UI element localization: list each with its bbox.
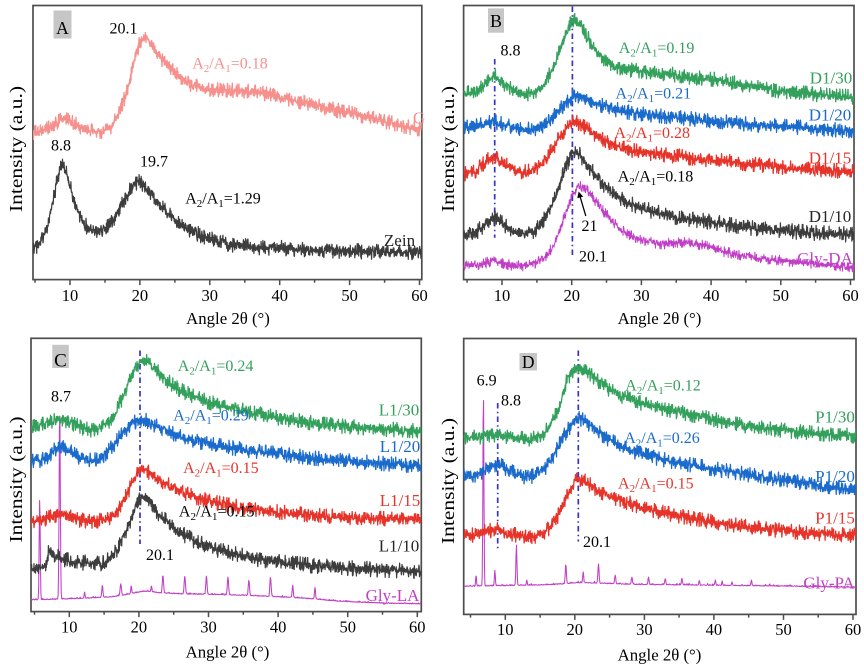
svg-text:A2/A1=0.18: A2/A1=0.18 [192,56,268,76]
svg-text:D1/15: D1/15 [809,149,852,168]
svg-text:L1/15: L1/15 [380,491,421,510]
svg-text:Intensity (a.u.): Intensity (a.u.) [8,86,27,212]
svg-text:20.1: 20.1 [579,249,607,266]
svg-text:8.7: 8.7 [51,389,71,406]
svg-text:50: 50 [773,286,790,305]
svg-text:50: 50 [775,620,792,639]
svg-text:40: 40 [706,620,723,639]
svg-text:D1/10: D1/10 [809,207,852,226]
svg-text:Gly-LA: Gly-LA [366,586,421,605]
svg-text:20.1: 20.1 [583,534,611,551]
svg-text:60: 60 [409,618,426,637]
svg-text:Angle 2θ (°): Angle 2θ (°) [186,643,270,662]
svg-text:G: G [413,109,425,128]
svg-text:60: 60 [411,286,428,305]
svg-text:20: 20 [132,286,149,305]
svg-text:6.9: 6.9 [477,373,497,390]
svg-text:D: D [522,352,535,372]
svg-text:Angle 2θ (°): Angle 2θ (°) [618,646,702,665]
svg-text:8.8: 8.8 [51,138,71,155]
svg-text:B: B [490,11,502,31]
svg-text:A2/A1=0.18: A2/A1=0.18 [618,169,694,189]
svg-text:C: C [54,350,67,371]
svg-text:60: 60 [845,620,862,639]
svg-text:10: 10 [497,620,514,639]
svg-text:P1/30: P1/30 [815,408,855,427]
svg-text:Intensity (a.u.): Intensity (a.u.) [8,416,27,542]
svg-text:A2/A1=0.28: A2/A1=0.28 [614,125,690,145]
svg-text:30: 30 [636,620,653,639]
svg-text:L1/10: L1/10 [379,537,420,556]
svg-text:Intensity (a.u.): Intensity (a.u.) [440,418,459,544]
svg-text:D1/20: D1/20 [809,106,852,125]
svg-text:40: 40 [271,286,288,305]
svg-text:50: 50 [341,286,358,305]
svg-text:Angle 2θ (°): Angle 2θ (°) [618,309,702,328]
svg-text:A2/A1=0.19: A2/A1=0.19 [619,40,695,60]
svg-text:20: 20 [563,286,580,305]
svg-text:A2/A1=0.21: A2/A1=0.21 [616,86,692,106]
svg-text:50: 50 [339,618,356,637]
svg-text:30: 30 [202,286,219,305]
svg-text:A2/A1=1.29: A2/A1=1.29 [185,191,261,211]
svg-text:40: 40 [270,618,287,637]
svg-text:A2/A1=0.15: A2/A1=0.15 [179,504,255,524]
svg-text:19.7: 19.7 [140,154,168,171]
svg-text:Intensity (a.u.): Intensity (a.u.) [440,86,459,212]
svg-text:8.8: 8.8 [501,392,521,409]
svg-text:P1/15: P1/15 [815,509,855,528]
svg-text:L1/20: L1/20 [380,437,421,456]
svg-text:40: 40 [703,286,720,305]
svg-text:A2/A1=0.26: A2/A1=0.26 [624,430,700,450]
svg-text:21: 21 [582,218,598,235]
svg-text:D1/30: D1/30 [810,69,853,88]
svg-text:P1/20: P1/20 [815,467,855,486]
svg-text:L1/30: L1/30 [379,401,420,420]
svg-text:10: 10 [62,286,79,305]
svg-text:20: 20 [131,618,148,637]
svg-text:10: 10 [494,286,511,305]
svg-text:A: A [56,18,69,38]
svg-text:60: 60 [842,286,859,305]
svg-text:Zein: Zein [384,231,416,250]
svg-text:10: 10 [61,618,78,637]
svg-text:Angle 2θ (°): Angle 2θ (°) [186,309,270,328]
svg-text:30: 30 [633,286,650,305]
svg-text:20.1: 20.1 [110,21,138,38]
svg-text:Gly-PA: Gly-PA [803,574,855,593]
svg-text:8.8: 8.8 [501,43,521,60]
svg-text:20: 20 [567,620,584,639]
svg-text:A2/A1=0.12: A2/A1=0.12 [625,378,701,398]
svg-text:A2/A1=0.15: A2/A1=0.15 [183,460,259,480]
svg-text:20.1: 20.1 [146,547,174,564]
svg-text:A2/A1=0.24: A2/A1=0.24 [178,358,254,378]
svg-text:30: 30 [200,618,217,637]
svg-text:A2/A1=0.15: A2/A1=0.15 [618,475,694,495]
svg-text:Gly-DA: Gly-DA [797,249,853,268]
svg-text:A2/A1=0.29: A2/A1=0.29 [173,408,249,428]
